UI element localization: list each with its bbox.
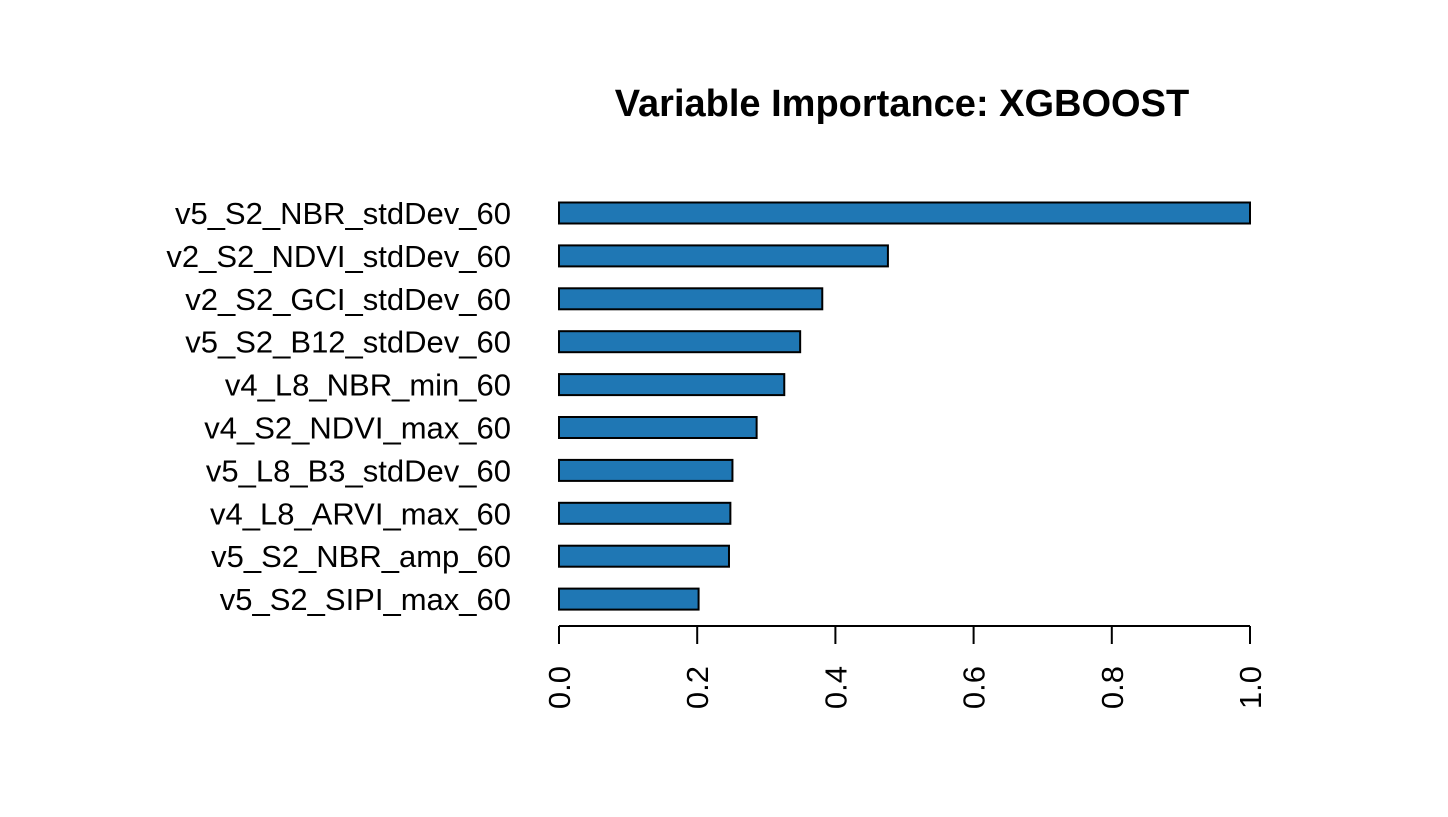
category-labels: v5_S2_NBR_stdDev_60 v2_S2_NDVI_stdDev_60v…	[166, 196, 511, 617]
category-label: v4_L8_ARVI_max_60	[210, 496, 511, 531]
bar-v2_S2_NDVI_stdDev_60	[558, 244, 889, 268]
bar-v5_S2_NBR_amp_60	[558, 544, 730, 568]
bar-v5_S2_B12_stdDev_60	[558, 330, 802, 354]
bar-v4_L8_NBR_min_60	[558, 373, 786, 397]
x-tick-label: 0.4	[818, 666, 853, 709]
x-tick-label: 0.0	[542, 666, 577, 709]
chart-title: Variable Importance: XGBOOST	[615, 83, 1189, 125]
category-label: v4_L8_NBR_min_60	[225, 368, 511, 403]
category-label: v2_S2_NDVI_stdDev_60	[166, 239, 511, 274]
bars	[558, 201, 1251, 611]
x-tick-label: 0.8	[1095, 666, 1130, 709]
x-tick-label: 0.2	[680, 666, 715, 709]
x-tick-label: 0.6	[957, 666, 992, 709]
category-label: v5_S2_B12_stdDev_60	[185, 325, 511, 360]
bar-v5_S2_NBR_stdDev_60	[558, 201, 1251, 225]
category-label: v5_L8_B3_stdDev_60	[206, 453, 511, 488]
x-tick-label: 1.0	[1233, 666, 1268, 709]
x-axis: 0.0 0.2 0.4 0.6 0.8 1.0	[542, 625, 1268, 709]
bar-v5_L8_B3_stdDev_60	[558, 458, 734, 482]
category-label: v5_S2_SIPI_max_60	[220, 582, 511, 617]
category-label: v4_S2_NDVI_max_60	[204, 411, 511, 446]
category-label: v2_S2_GCI_stdDev_60	[185, 282, 511, 317]
bar-v4_S2_NDVI_max_60	[558, 416, 758, 439]
bar-v4_L8_ARVI_max_60	[558, 501, 732, 525]
category-label: v5_S2_NBR_stdDev_60	[175, 196, 511, 231]
bar-v5_S2_SIPI_max_60	[558, 587, 700, 611]
category-label: v5_S2_NBR_amp_60	[211, 539, 511, 574]
bar-v2_S2_GCI_stdDev_60	[558, 287, 824, 311]
